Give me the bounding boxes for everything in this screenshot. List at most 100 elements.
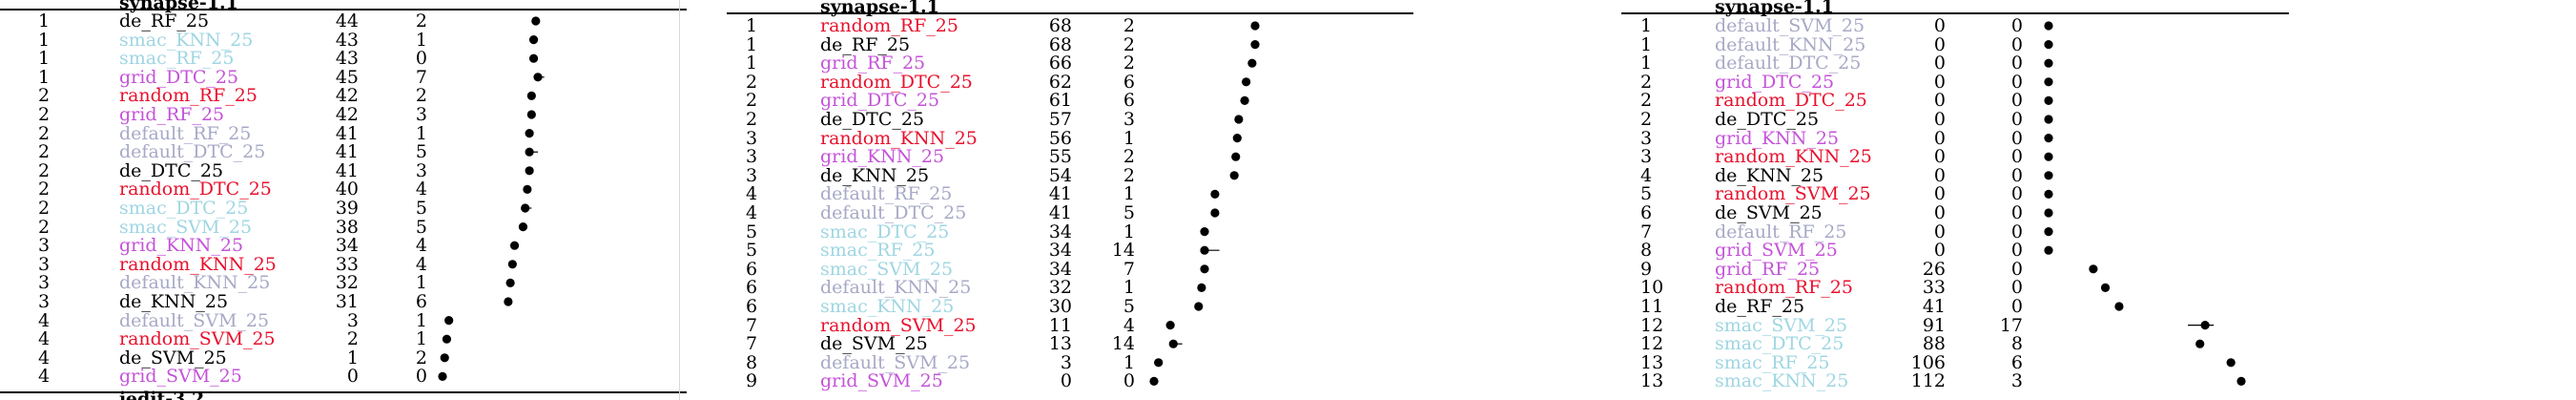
median-value: 55 [1048, 146, 1072, 168]
treatment-name: default_KNN_25 [820, 277, 972, 299]
median-value: 11 [1048, 314, 1072, 336]
rank-cell: 13 [1640, 351, 1664, 373]
next-panel-title: jedit-3.2 [119, 389, 205, 400]
median-dot [1200, 264, 1209, 274]
median-dot [2044, 171, 2053, 180]
iqr-value: 0 [2010, 109, 2023, 130]
median-value: 26 [1922, 258, 1946, 280]
iqr-value: 7 [415, 66, 427, 88]
iqr-value: 5 [415, 198, 427, 219]
median-dot [2089, 264, 2098, 274]
treatment-name: random_KNN_25 [119, 253, 277, 275]
median-value: 44 [335, 11, 359, 32]
median-value: 1 [346, 347, 359, 368]
treatment-name: random_KNN_25 [1715, 146, 1872, 168]
panel-divider [679, 0, 680, 400]
median-value: 0 [1933, 202, 1946, 223]
treatment-name: default_DTC_25 [820, 202, 967, 223]
treatment-name: grid_SVM_25 [820, 370, 943, 392]
rank-cell: 4 [38, 328, 51, 350]
iqr-value: 0 [2010, 296, 2023, 317]
treatment-name: de_KNN_25 [820, 164, 930, 186]
rank-cell: 3 [38, 235, 51, 257]
rank-cell: 6 [746, 296, 758, 317]
median-dot [2044, 227, 2053, 237]
median-value: 34 [1048, 258, 1072, 280]
iqr-value: 0 [2010, 33, 2023, 55]
treatment-name: grid_SVM_25 [1715, 240, 1838, 262]
treatment-name: smac_DTC_25 [119, 198, 249, 219]
median-value: 0 [1933, 183, 1946, 205]
median-dot [1210, 208, 1220, 218]
rank-cell: 2 [1640, 71, 1653, 93]
iqr-value: 0 [2010, 221, 2023, 242]
median-value: 54 [1048, 164, 1072, 186]
rank-cell: 10 [1640, 277, 1664, 299]
panel-title: synapse-1.1 [820, 0, 939, 17]
median-value: 32 [1048, 277, 1072, 299]
rank-cell: 4 [38, 366, 51, 388]
dot-plot [438, 16, 545, 381]
treatment-name: default_SVM_25 [119, 309, 270, 331]
iqr-value: 2 [1123, 15, 1135, 36]
treatment-name: smac_KNN_25 [119, 29, 254, 51]
treatment-name: default_SVM_25 [1715, 15, 1865, 36]
treatment-name: default_KNN_25 [119, 272, 271, 294]
median-dot [1200, 245, 1209, 255]
median-dot [504, 297, 513, 306]
rank-cell: 4 [746, 183, 758, 205]
rank-cell: 2 [38, 85, 51, 107]
median-value: 91 [1922, 314, 1946, 336]
iqr-value: 1 [415, 328, 427, 350]
rank-cell: 6 [746, 277, 758, 299]
iqr-value: 0 [2010, 146, 2023, 168]
median-value: 42 [335, 85, 359, 107]
median-dot [523, 184, 532, 194]
treatment-name: grid_DTC_25 [1715, 71, 1835, 93]
median-value: 3 [346, 309, 359, 331]
treatment-name: random_SVM_25 [1715, 183, 1871, 205]
median-dot [438, 371, 447, 381]
iqr-value: 0 [2010, 258, 2023, 280]
iqr-value: 0 [415, 366, 427, 388]
iqr-value: 3 [415, 159, 427, 181]
treatment-name: de_RF_25 [1715, 296, 1805, 317]
iqr-value: 1 [1123, 127, 1135, 149]
median-dot [531, 16, 541, 26]
median-value: 45 [335, 66, 359, 88]
median-dot [507, 260, 517, 269]
median-dot [1197, 283, 1206, 292]
treatment-name: smac_DTC_25 [820, 221, 950, 242]
median-dot [1232, 134, 1242, 143]
iqr-value: 5 [415, 141, 427, 163]
rank-cell: 1 [38, 48, 51, 70]
median-value: 112 [1910, 370, 1946, 392]
iqr-value: 1 [415, 29, 427, 51]
rank-cell: 8 [1640, 240, 1653, 262]
iqr-value: 0 [2010, 90, 2023, 112]
median-value: 66 [1048, 53, 1072, 74]
iqr-value: 1 [1123, 221, 1135, 242]
rank-cell: 3 [1640, 146, 1653, 168]
rank-cell: 2 [38, 122, 51, 144]
treatment-name: default_DTC_25 [1715, 53, 1862, 74]
iqr-value: 14 [1111, 333, 1135, 355]
median-value: 0 [1933, 127, 1946, 149]
median-dot [2044, 95, 2053, 105]
top-rule [727, 12, 1413, 14]
treatment-name: de_KNN_25 [1715, 164, 1824, 186]
rank-cell: 5 [746, 240, 758, 262]
median-dot [2200, 321, 2210, 330]
treatment-name: de_SVM_25 [1715, 202, 1823, 223]
iqr-value: 3 [2010, 370, 2023, 392]
rank-cell: 1 [746, 15, 758, 36]
median-dot [525, 129, 534, 138]
median-value: 0 [346, 366, 359, 388]
top-rule [1621, 12, 2289, 14]
iqr-value: 0 [2010, 15, 2023, 36]
iqr-value: 2 [1123, 146, 1135, 168]
median-value: 41 [1922, 296, 1946, 317]
median-dot [525, 166, 534, 176]
rank-cell: 2 [38, 216, 51, 238]
rank-cell: 1 [38, 29, 51, 51]
